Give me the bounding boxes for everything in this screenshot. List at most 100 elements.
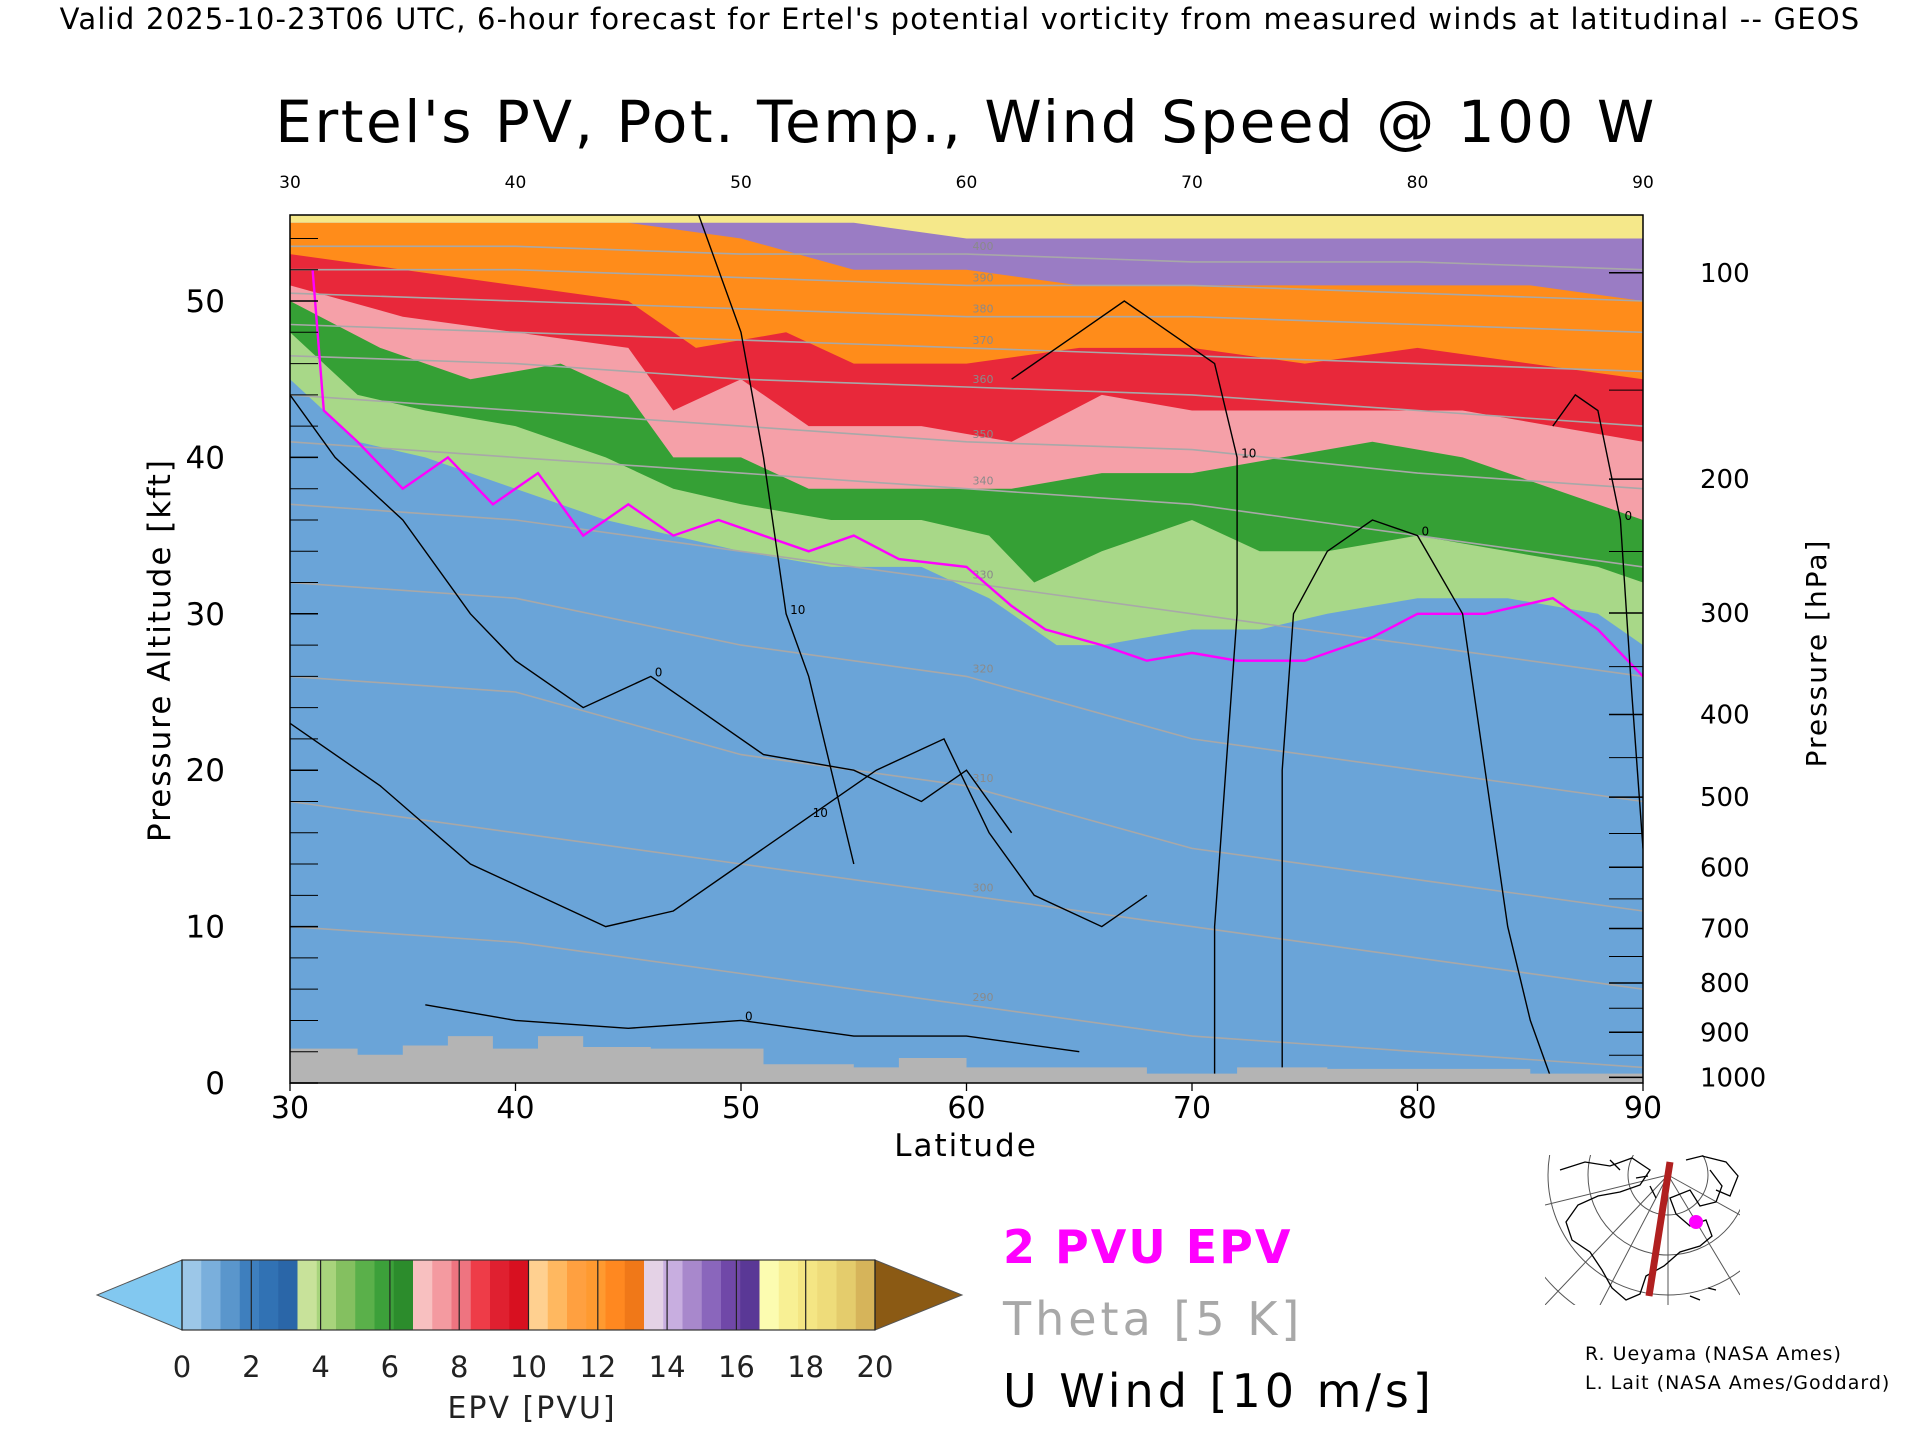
u-wind-line-10 <box>1011 300 1238 1083</box>
colorbar-swatch <box>393 1260 414 1330</box>
theta-line-330 <box>290 503 1643 678</box>
theta-label: 350 <box>973 428 994 441</box>
colorbar-tick-label: 6 <box>381 1350 399 1384</box>
colorbar-swatch <box>259 1260 279 1330</box>
theta-label: 320 <box>973 662 994 675</box>
colorbar-swatch <box>239 1260 260 1330</box>
x-tick-label: 80 <box>1398 1091 1436 1126</box>
x-tick-label: 40 <box>496 1091 534 1126</box>
theta-line-320 <box>290 581 1643 803</box>
colorbar-tick-label: 10 <box>510 1350 547 1384</box>
y-axis-left: 0 10 20 30 40 50 <box>186 237 318 1102</box>
colorbar-swatch <box>509 1260 530 1330</box>
colorbar-label: EPV [PVU] <box>447 1391 616 1426</box>
x-tick-label: 50 <box>722 1091 760 1126</box>
p-tick-label: 800 <box>1700 969 1750 999</box>
colorbar-tick-label: 0 <box>173 1350 191 1384</box>
colorbar-swatch <box>836 1260 857 1330</box>
x-axis-top: 30 40 50 60 70 80 90 <box>279 173 1654 193</box>
y-tick-label: 50 <box>186 284 225 320</box>
colorbar-swatch <box>817 1260 838 1330</box>
colorbar-swatch <box>528 1260 549 1330</box>
y-tick-label: 30 <box>186 597 225 633</box>
theta-label: 340 <box>973 475 994 488</box>
colorbar-swatch <box>701 1260 722 1330</box>
colorbar-swatch <box>297 1260 318 1330</box>
colorbar-swatch <box>201 1260 222 1330</box>
colorbar-swatch <box>451 1260 472 1330</box>
u-wind-line-0 <box>1552 393 1643 849</box>
u-wind-label: 0 <box>745 1009 753 1023</box>
colorbar-swatch <box>721 1260 741 1330</box>
y-axis-right: 100 200 300 400 500 600 700 800 900 1000 <box>1609 259 1766 1093</box>
theta-label: 360 <box>973 373 994 386</box>
y-tick-label: 20 <box>186 753 225 789</box>
y-tick-label: 0 <box>205 1066 225 1102</box>
colorbar-below-arrow <box>95 1259 183 1331</box>
x-tick-label-top: 50 <box>730 173 752 193</box>
y-tick-label: 10 <box>186 910 225 946</box>
colorbar-swatch <box>682 1260 703 1330</box>
colorbar-tick-label: 2 <box>242 1350 260 1384</box>
theta-label: 330 <box>973 569 994 582</box>
x-tick-label-top: 60 <box>956 173 978 193</box>
map-marker <box>1689 1215 1703 1229</box>
u-wind-line-0 <box>425 1004 1080 1053</box>
p-tick-label: 1000 <box>1700 1063 1766 1093</box>
colorbar-swatch <box>740 1260 761 1330</box>
theta-label: 370 <box>973 334 994 347</box>
x-axis-label: Latitude <box>894 1128 1038 1164</box>
u-wind-label: 10 <box>813 806 828 820</box>
colorbar-swatch <box>547 1260 568 1330</box>
colorbar-swatch <box>855 1260 876 1330</box>
u-wind-line-10 <box>290 722 1148 928</box>
u-wind-line-0 <box>290 394 1013 834</box>
colorbar-above-arrow <box>874 1259 964 1331</box>
colorbar-swatch <box>355 1260 376 1330</box>
p-tick-label: 300 <box>1700 599 1750 629</box>
colorbar-swatch <box>605 1260 626 1330</box>
terrain <box>290 1036 1643 1083</box>
colorbar-swatch <box>490 1260 510 1330</box>
colorbar-swatch <box>182 1260 202 1330</box>
colorbar <box>95 1259 964 1331</box>
theta-line-290 <box>290 925 1643 1069</box>
p-tick-label: 700 <box>1700 915 1750 945</box>
theta-line-400 <box>290 245 1643 271</box>
x-axis-bottom: 30 40 50 60 70 80 90 <box>271 1083 1662 1126</box>
colorbar-tick-label: 16 <box>718 1350 755 1384</box>
x-tick-label: 90 <box>1624 1091 1662 1126</box>
colorbar-swatch <box>374 1260 395 1330</box>
u-wind-label: 10 <box>1241 446 1256 460</box>
epv-layer-stratosphere-high <box>290 215 1643 239</box>
colorbar-swatch <box>432 1260 453 1330</box>
theta-line-370 <box>290 323 1643 373</box>
p-tick-label: 200 <box>1700 465 1750 495</box>
map-graticule <box>1545 1155 1740 1305</box>
colorbar-tick-label: 8 <box>450 1350 468 1384</box>
colorbar-swatch <box>220 1260 241 1330</box>
theta-line-350 <box>290 394 1643 490</box>
x-tick-label: 70 <box>1173 1091 1211 1126</box>
theta-line-300 <box>290 800 1643 990</box>
y-axis-right-label: Pressure [hPa] <box>1800 539 1833 768</box>
u-wind-label: 0 <box>1624 509 1632 523</box>
p-tick-label: 400 <box>1700 700 1750 730</box>
theta-label: 290 <box>973 991 994 1004</box>
theta-line-360 <box>290 355 1643 427</box>
colorbar-swatch <box>778 1260 799 1330</box>
u-wind-label: 0 <box>1422 525 1430 539</box>
chart-title: Ertel's PV, Pot. Temp., Wind Speed @ 100… <box>275 88 1656 156</box>
u-wind-label: 0 <box>655 665 663 679</box>
pv2-line <box>311 269 1643 678</box>
colorbar-swatch <box>663 1260 684 1330</box>
x-tick-label-top: 90 <box>1632 173 1654 193</box>
credit-line-1: R. Ueyama (NASA Ames) <box>1585 1343 1842 1365</box>
inset-map <box>1545 1155 1740 1305</box>
cross-section-path <box>1645 1161 1674 1297</box>
theta-label: 380 <box>973 303 994 316</box>
plot-area: 310 300 290 320 330 340 350 360 370 380 390 400 10 0… <box>290 215 1643 1083</box>
x-tick-label-top: 30 <box>279 173 301 193</box>
colorbar-tick-label: 20 <box>857 1350 894 1384</box>
